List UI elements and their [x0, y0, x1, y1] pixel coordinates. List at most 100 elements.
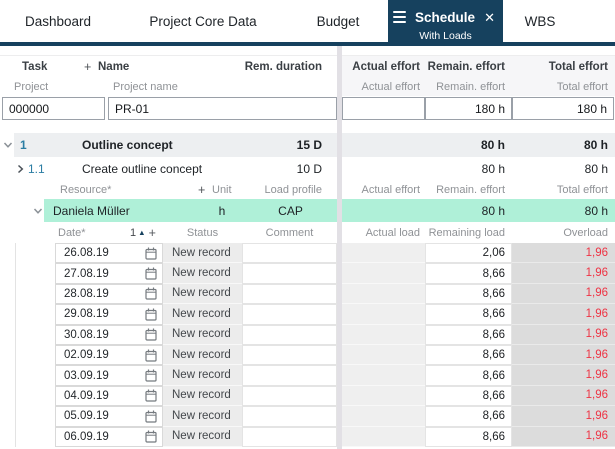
tab-schedule[interactable]: Schedule ✕ With Loads	[388, 0, 503, 42]
actual-load-cell[interactable]	[342, 324, 425, 345]
actual-load-cell[interactable]	[342, 385, 425, 407]
status-cell: New record	[163, 263, 242, 284]
project-actual-effort-field[interactable]	[342, 97, 425, 120]
tab-project-core-data[interactable]: Project Core Data	[149, 13, 257, 29]
remaining-load-cell[interactable]: 8,66	[425, 344, 512, 366]
overload-cell: 1,96	[512, 406, 615, 427]
actual-load-cell[interactable]	[342, 263, 425, 284]
comment-cell[interactable]	[242, 263, 337, 284]
date-value: 28.08.19	[64, 287, 109, 300]
col-total-effort: Total effort	[556, 184, 608, 196]
date-cell[interactable]: 03.09.19	[55, 365, 163, 386]
chevron-right-icon[interactable]	[16, 164, 25, 174]
calendar-icon[interactable]	[145, 287, 157, 301]
status-cell: New record	[163, 304, 242, 325]
task-number: 1	[20, 138, 27, 152]
calendar-icon[interactable]	[145, 410, 157, 423]
date-cell[interactable]: 27.08.19	[55, 263, 163, 284]
overload-cell: 1,96	[512, 344, 615, 366]
comment-cell[interactable]	[242, 426, 337, 447]
col-actual-effort: Actual effort	[352, 60, 420, 73]
task-name: Outline concept	[82, 138, 173, 152]
overload-cell: 1,96	[512, 324, 615, 345]
menu-icon[interactable]	[393, 10, 406, 24]
actual-load-cell[interactable]	[342, 426, 425, 447]
col-status: Status	[186, 226, 219, 239]
tab-dashboard[interactable]: Dashboard	[24, 13, 92, 29]
date-value: 06.09.19	[64, 430, 109, 443]
actual-load-cell[interactable]	[342, 344, 425, 366]
load-row: 30.08.19 New record 8,66 1,96	[0, 324, 615, 345]
label-project-name: Project name	[113, 80, 178, 93]
remaining-load-cell[interactable]: 8,66	[425, 365, 512, 386]
chevron-down-icon[interactable]	[33, 206, 43, 216]
actual-load-cell[interactable]	[342, 406, 425, 427]
task-total-effort: 80 h	[583, 138, 608, 152]
comment-cell[interactable]	[242, 304, 337, 325]
date-cell[interactable]: 05.09.19	[55, 406, 163, 427]
remaining-load-cell[interactable]: 8,66	[425, 406, 512, 427]
remaining-load-cell[interactable]: 8,66	[425, 426, 512, 447]
date-cell[interactable]: 30.08.19	[55, 324, 163, 345]
actual-load-cell[interactable]	[342, 365, 425, 386]
date-cell[interactable]: 02.09.19	[55, 344, 163, 366]
calendar-icon[interactable]	[145, 267, 157, 280]
date-cell[interactable]: 29.08.19	[55, 304, 163, 325]
calendar-icon[interactable]	[145, 308, 157, 321]
date-cell[interactable]: 06.09.19	[55, 426, 163, 447]
calendar-icon[interactable]	[145, 430, 157, 443]
calendar-icon[interactable]	[145, 369, 157, 382]
calendar-icon[interactable]	[145, 389, 157, 403]
overload-cell: 1,96	[512, 365, 615, 386]
col-task: Task	[22, 60, 48, 73]
sort-ascending-icon[interactable]: ▲	[138, 227, 146, 237]
project-total-effort-field[interactable]: 180 h	[512, 97, 614, 120]
task-row-1[interactable]: 1 Outline concept 15 D 80 h 80 h	[0, 133, 615, 157]
remaining-load-cell[interactable]: 8,66	[425, 304, 512, 325]
project-remain-effort-field[interactable]: 180 h	[425, 97, 512, 120]
resource-remain-effort: 80 h	[481, 203, 505, 218]
comment-cell[interactable]	[242, 406, 337, 427]
remaining-load-cell[interactable]: 2,06	[425, 243, 512, 264]
actual-load-cell[interactable]	[342, 304, 425, 325]
remaining-load-cell[interactable]: 8,66	[425, 324, 512, 345]
close-icon[interactable]: ✕	[484, 9, 495, 25]
actual-load-cell[interactable]	[342, 243, 425, 264]
comment-cell[interactable]	[242, 344, 337, 366]
tab-budget[interactable]: Budget	[316, 13, 360, 29]
project-id-field[interactable]: 000000	[2, 97, 105, 120]
load-header-row: Date* 1 ▲ + Status Comment Actual load R…	[0, 222, 615, 243]
add-resource-icon[interactable]: +	[198, 183, 206, 197]
add-task-icon[interactable]: +	[84, 59, 92, 74]
date-cell[interactable]: 26.08.19	[55, 243, 163, 264]
project-name-field[interactable]: PR-01	[108, 97, 337, 120]
date-value: 26.08.19	[64, 247, 109, 260]
comment-cell[interactable]	[242, 324, 337, 345]
calendar-icon[interactable]	[145, 247, 157, 260]
comment-cell[interactable]	[242, 365, 337, 386]
chevron-down-icon[interactable]	[3, 140, 13, 150]
col-date: Date*	[58, 226, 86, 239]
tab-schedule-sublabel: With Loads	[419, 30, 472, 42]
actual-load-cell[interactable]	[342, 283, 425, 305]
date-cell[interactable]: 28.08.19	[55, 283, 163, 305]
comment-cell[interactable]	[242, 283, 337, 305]
comment-cell[interactable]	[242, 243, 337, 264]
calendar-icon[interactable]	[145, 349, 157, 362]
calendar-icon[interactable]	[145, 328, 157, 341]
tab-wbs[interactable]: WBS	[524, 13, 556, 29]
resource-row-selected[interactable]: Daniela Müller h CAP 80 h 80 h	[0, 199, 615, 222]
sort-control[interactable]: 1 ▲ +	[130, 226, 156, 240]
col-remain-effort: Remain. effort	[436, 184, 505, 196]
remaining-load-cell[interactable]: 8,66	[425, 283, 512, 305]
task-rem-duration: 10 D	[296, 162, 322, 176]
remaining-load-cell[interactable]: 8,66	[425, 263, 512, 284]
task-rem-duration: 15 D	[296, 138, 322, 152]
add-load-icon[interactable]: +	[148, 225, 156, 240]
project-row: 000000 PR-01 180 h 180 h	[0, 96, 615, 123]
comment-cell[interactable]	[242, 385, 337, 407]
date-cell[interactable]: 04.09.19	[55, 385, 163, 407]
label-actual-effort: Actual effort	[361, 80, 421, 93]
remaining-load-cell[interactable]: 8,66	[425, 385, 512, 407]
task-row-1-1[interactable]: 1.1 Create outline concept 10 D 80 h 80 …	[0, 157, 615, 181]
